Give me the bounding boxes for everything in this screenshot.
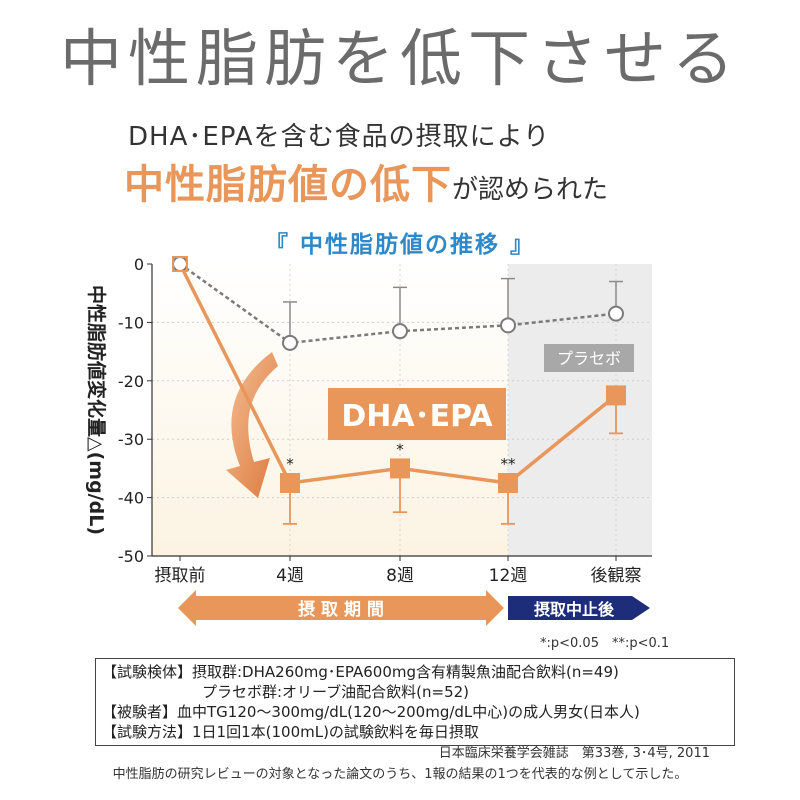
footnote: 中性脂肪の研究レビューの対象となった論文のうち、1報の結果の1つを代表的な例とし…	[112, 767, 688, 782]
significance-mark: *	[286, 455, 294, 473]
lead-highlight: 中性脂肪値の低下	[124, 162, 452, 208]
y-tick-label: -50	[118, 547, 144, 566]
placebo-point	[392, 323, 408, 340]
y-tick-label: -40	[118, 489, 144, 508]
x-tick-label: 4週	[276, 566, 304, 586]
y-tick-label: -10	[118, 313, 144, 332]
placebo-point	[282, 334, 298, 351]
y-tick-label: 0	[134, 255, 144, 274]
chart-title: 『 中性脂肪値の推移 』	[264, 232, 535, 258]
page-title: 中性脂肪を低下させる	[59, 22, 740, 95]
y-tick-label: -20	[118, 372, 144, 391]
intake-period-arrow	[178, 590, 504, 626]
dha-point	[280, 473, 300, 493]
study-notes: 【試験検体】摂取群:DHA260mg･EPA600mg含有精製魚油配合飲料(n=…	[95, 658, 735, 746]
dha-point	[172, 256, 188, 272]
x-tick-label: 後観察	[591, 566, 642, 586]
chart: 0 -10 -20 -30 -40 -50 摂取前 4週 8週 12週 後観察 中性脂肪値変化量△(m…	[85, 255, 652, 626]
x-tick-label: 12週	[489, 566, 528, 586]
placebo-point	[500, 317, 516, 334]
placebo-point	[172, 256, 188, 272]
note-line-2: プラセボ群:オリーブ油配合飲料(n=52)	[202, 683, 470, 701]
significance-mark: *	[396, 440, 404, 458]
lead-rest: が認められた	[452, 175, 609, 205]
placebo-point	[608, 305, 624, 322]
placebo-label-box	[544, 344, 634, 372]
dha-point	[606, 385, 626, 406]
after-period-arrow	[508, 596, 650, 620]
plot-background-after	[508, 264, 652, 556]
dha-series-label: DHA･EPA	[341, 399, 493, 434]
trend-arrow-icon	[226, 352, 278, 498]
y-tick-label: -30	[118, 430, 144, 449]
note-line-3: 【被験者】血中TG120～300mg/dL(120～200mg/dL中心)の成人…	[102, 703, 640, 721]
note-line-4: 【試験方法】1日1回1本(100mL)の試験飲料を毎日摂取	[102, 723, 479, 741]
significance-mark: **	[501, 455, 517, 473]
lead-line-1: DHA･EPAを含む食品の摂取により	[128, 122, 551, 152]
lead-line-2: 中性脂肪値の低下が認められた	[124, 152, 608, 210]
citation: 日本臨床栄養学会雑誌 第33巻, 3･4号, 2011	[438, 746, 710, 761]
dha-point	[498, 473, 518, 493]
significance-note: *:p<0.05 **:p<0.1	[540, 636, 670, 651]
y-axis-label: 中性脂肪値変化量△(mg/dL)	[85, 285, 108, 535]
x-tick-label: 摂取前	[155, 566, 206, 586]
dha-label-box	[328, 388, 506, 440]
x-tick-label: 8週	[386, 566, 414, 586]
placebo-series-label: プラセボ	[557, 349, 621, 368]
after-period-label: 摂取中止後	[534, 600, 615, 619]
note-line-1: 【試験検体】摂取群:DHA260mg･EPA600mg含有精製魚油配合飲料(n=…	[102, 663, 619, 681]
dha-point	[390, 458, 410, 479]
intake-period-label: 摂 取 期 間	[298, 599, 384, 620]
